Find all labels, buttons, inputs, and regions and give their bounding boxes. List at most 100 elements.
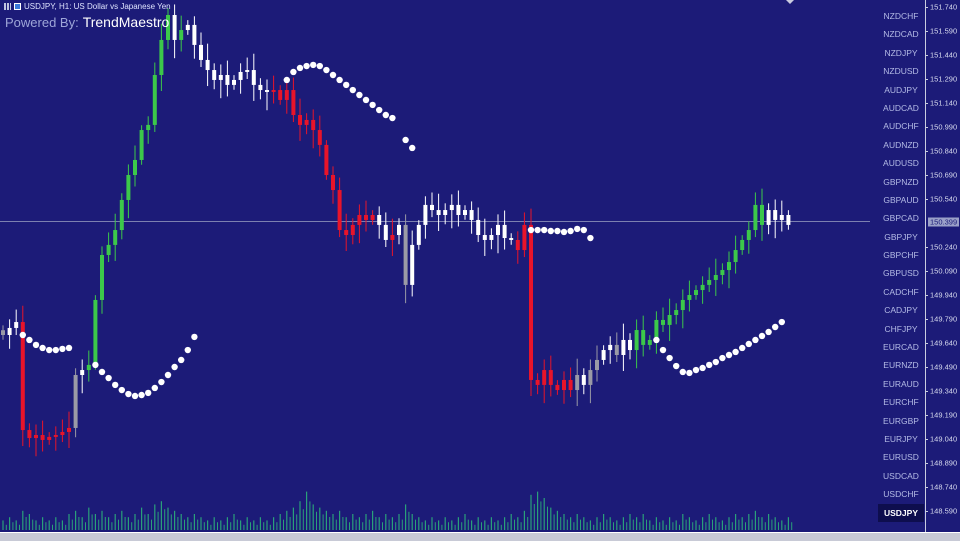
time-axis-bar <box>0 532 960 541</box>
symbol-eurchf[interactable]: EURCHF <box>883 397 919 408</box>
symbol-nzdjpy[interactable]: NZDJPY <box>884 47 918 58</box>
candle-body <box>166 15 170 40</box>
indicator-dot <box>732 348 739 356</box>
indicator-dot <box>686 369 693 377</box>
candle-body <box>390 235 395 240</box>
price-tick <box>925 487 928 488</box>
symbol-eurjpy[interactable]: EURJPY <box>884 433 918 444</box>
indicator-dot <box>316 62 323 70</box>
symbol-eurusd[interactable]: EURUSD <box>883 452 919 463</box>
candle-body <box>562 379 566 391</box>
price-chart[interactable] <box>0 0 870 532</box>
candle-body <box>463 210 467 215</box>
candle-body <box>133 159 137 175</box>
indicator-dot <box>389 114 396 122</box>
candle-body <box>720 270 725 275</box>
symbol-usdcad[interactable]: USDCAD <box>883 470 919 481</box>
candle-body <box>212 70 217 80</box>
symbol-usdjpy[interactable]: USDJPY <box>878 503 924 522</box>
indicator-dot <box>679 368 686 376</box>
indicator-dot <box>574 225 581 233</box>
candle-body <box>232 79 236 85</box>
symbol-audcad[interactable]: AUDCAD <box>883 102 919 113</box>
candle-body <box>733 250 738 263</box>
candle-body <box>73 375 78 428</box>
indicator-dot <box>587 234 594 242</box>
symbol-cadjpy[interactable]: CADJPY <box>884 305 918 316</box>
indicator-dot <box>303 62 310 70</box>
price-label: 149.190 <box>930 410 958 420</box>
price-tick <box>925 7 928 8</box>
candle-body <box>80 370 85 375</box>
symbol-gbpusd[interactable]: GBPUSD <box>883 268 919 279</box>
candle-body <box>218 75 223 80</box>
candle-body <box>654 319 659 340</box>
candle-body <box>641 330 646 345</box>
symbol-gbpchf[interactable]: GBPCHF <box>883 250 919 261</box>
indicator-dot <box>46 346 53 354</box>
symbol-gbpaud[interactable]: GBPAUD <box>883 194 919 205</box>
symbol-audchf[interactable]: AUDCHF <box>883 121 919 132</box>
indicator-dot <box>112 381 119 389</box>
symbol-eurgbp[interactable]: EURGBP <box>883 415 919 426</box>
symbol-nzdusd[interactable]: NZDUSD <box>883 66 919 77</box>
candle-body <box>522 224 527 251</box>
candle-body <box>568 379 573 391</box>
candle-body <box>430 204 434 211</box>
symbol-chfjpy[interactable]: CHFJPY <box>884 323 918 334</box>
symbol-audjpy[interactable]: AUDJPY <box>884 84 918 95</box>
candle-body <box>14 322 19 328</box>
candle-body <box>416 224 421 245</box>
symbol-eurnzd[interactable]: EURNZD <box>883 360 919 371</box>
candle-body <box>740 239 745 251</box>
candle-body <box>159 39 164 75</box>
candle-body <box>581 375 586 385</box>
indicator-dot <box>666 354 673 362</box>
indicator-dot <box>98 368 106 376</box>
indicator-dot <box>699 364 706 372</box>
candle-body <box>364 215 368 220</box>
symbol-audnzd[interactable]: AUDNZD <box>883 139 919 150</box>
symbol-cadchf[interactable]: CADCHF <box>883 286 919 297</box>
price-label: 151.290 <box>930 74 958 84</box>
indicator-dot <box>19 331 26 339</box>
indicator-dot <box>32 341 40 349</box>
symbol-nzdchf[interactable]: NZDCHF <box>883 11 919 21</box>
candle-body <box>106 244 111 255</box>
price-tick <box>925 175 928 176</box>
symbol-gbpcad[interactable]: GBPCAD <box>883 213 919 224</box>
candle-body <box>113 230 118 245</box>
symbol-audusd[interactable]: AUDUSD <box>883 158 919 169</box>
candle-body <box>727 262 731 271</box>
indicator-dot <box>547 227 554 235</box>
candle-body <box>172 15 177 40</box>
candle-body <box>67 427 71 432</box>
indicator-dot <box>376 106 383 114</box>
candle-body <box>529 224 533 380</box>
indicator-dot <box>673 362 680 370</box>
price-tick <box>925 463 928 464</box>
symbol-gbpjpy[interactable]: GBPJPY <box>884 231 918 242</box>
candle-body <box>469 210 474 220</box>
indicator-dot <box>164 371 172 379</box>
price-axis[interactable] <box>925 0 926 532</box>
indicator-dot <box>39 344 46 352</box>
candle-body <box>410 244 415 285</box>
candle-body <box>245 70 250 72</box>
symbol-usdchf[interactable]: USDCHF <box>883 489 919 500</box>
price-tick <box>925 247 928 248</box>
candle-body <box>271 90 276 92</box>
chart-shift-arrow-icon[interactable] <box>786 0 794 4</box>
candle-body <box>694 290 698 295</box>
symbol-gbpnzd[interactable]: GBPNZD <box>883 176 919 187</box>
symbol-euraud[interactable]: EURAUD <box>883 378 919 389</box>
candle-body <box>548 370 553 385</box>
candle-body <box>766 210 771 225</box>
symbol-eurcad[interactable]: EURCAD <box>883 342 919 353</box>
symbol-nzdcad[interactable]: NZDCAD <box>883 29 919 40</box>
candle-body <box>595 359 599 371</box>
candle-body <box>119 199 124 231</box>
price-label: 148.740 <box>930 482 958 492</box>
indicator-dot <box>336 76 343 84</box>
candle-body <box>634 330 639 351</box>
